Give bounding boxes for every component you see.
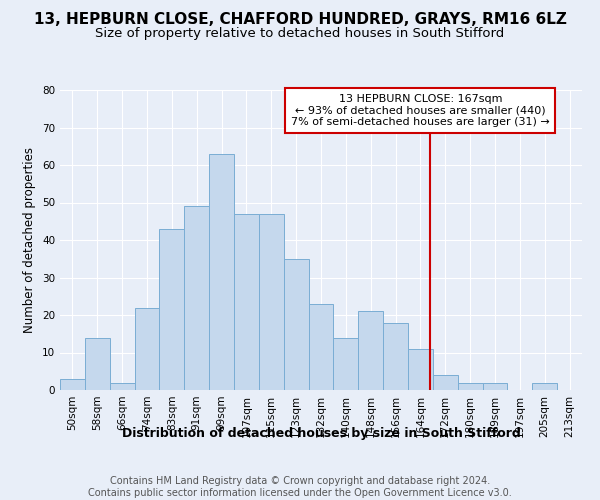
Text: Contains HM Land Registry data © Crown copyright and database right 2024.
Contai: Contains HM Land Registry data © Crown c…: [88, 476, 512, 498]
Bar: [482, 382, 508, 390]
Bar: [184, 206, 209, 390]
Text: Size of property relative to detached houses in South Stifford: Size of property relative to detached ho…: [95, 28, 505, 40]
Bar: [160, 229, 184, 390]
Bar: [259, 214, 284, 390]
Bar: [308, 304, 334, 390]
Bar: [60, 379, 85, 390]
Bar: [408, 349, 433, 390]
Bar: [358, 311, 383, 390]
Bar: [458, 382, 482, 390]
Text: 13, HEPBURN CLOSE, CHAFFORD HUNDRED, GRAYS, RM16 6LZ: 13, HEPBURN CLOSE, CHAFFORD HUNDRED, GRA…: [34, 12, 566, 28]
Bar: [234, 214, 259, 390]
Text: 13 HEPBURN CLOSE: 167sqm
← 93% of detached houses are smaller (440)
7% of semi-d: 13 HEPBURN CLOSE: 167sqm ← 93% of detach…: [291, 94, 550, 127]
Bar: [209, 154, 234, 390]
Bar: [383, 322, 408, 390]
Bar: [134, 308, 160, 390]
Y-axis label: Number of detached properties: Number of detached properties: [23, 147, 37, 333]
Bar: [334, 338, 358, 390]
Bar: [85, 338, 110, 390]
Bar: [433, 375, 458, 390]
Bar: [110, 382, 134, 390]
Bar: [532, 382, 557, 390]
Bar: [284, 259, 308, 390]
Text: Distribution of detached houses by size in South Stifford: Distribution of detached houses by size …: [122, 428, 520, 440]
